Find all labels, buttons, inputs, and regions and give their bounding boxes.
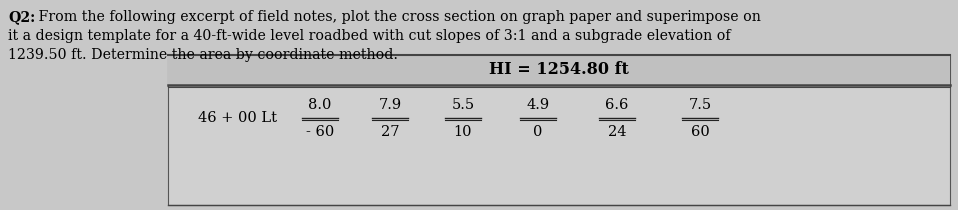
Text: 46 + 00 Lt: 46 + 00 Lt xyxy=(198,112,278,126)
Text: 24: 24 xyxy=(607,125,627,139)
Text: 60: 60 xyxy=(691,125,709,139)
Text: HI = 1254.80 ft: HI = 1254.80 ft xyxy=(490,62,629,79)
Text: 6.6: 6.6 xyxy=(605,98,628,112)
Text: From the following excerpt of field notes, plot the cross section on graph paper: From the following excerpt of field note… xyxy=(34,10,761,24)
Text: 8.0: 8.0 xyxy=(308,98,331,112)
Text: Q2:: Q2: xyxy=(8,10,35,24)
FancyBboxPatch shape xyxy=(168,55,950,85)
Text: 0: 0 xyxy=(534,125,542,139)
Text: 7.5: 7.5 xyxy=(689,98,712,112)
Text: 27: 27 xyxy=(380,125,399,139)
Text: 5.5: 5.5 xyxy=(451,98,474,112)
FancyBboxPatch shape xyxy=(168,55,950,205)
Text: 4.9: 4.9 xyxy=(527,98,550,112)
Text: 7.9: 7.9 xyxy=(378,98,401,112)
Text: - 60: - 60 xyxy=(306,125,334,139)
Text: it a design template for a 40-ft-wide level roadbed with cut slopes of 3:1 and a: it a design template for a 40-ft-wide le… xyxy=(8,29,731,43)
Text: 1239.50 ft. Determine the area by coordinate method.: 1239.50 ft. Determine the area by coordi… xyxy=(8,48,398,62)
Text: 10: 10 xyxy=(454,125,472,139)
